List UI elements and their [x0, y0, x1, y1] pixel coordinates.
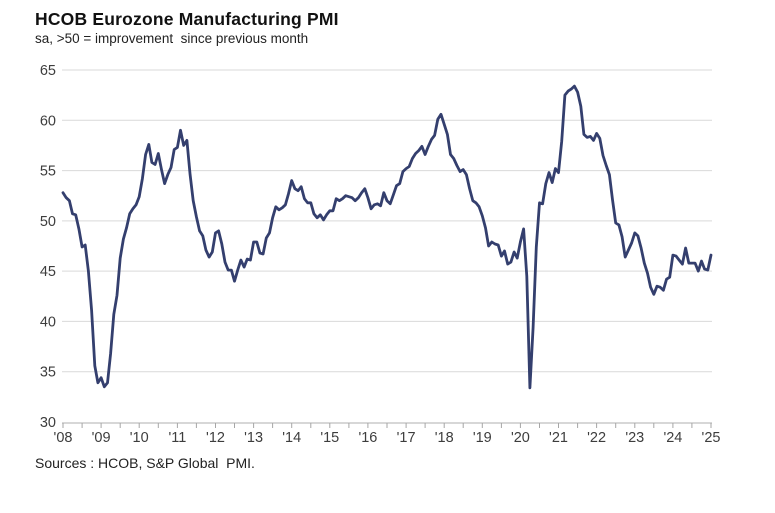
x-axis-label-10: '10 — [130, 430, 149, 446]
y-axis-label-65: 65 — [40, 63, 56, 79]
x-axis-label-13: '13 — [244, 430, 263, 446]
y-axis-label-40: 40 — [40, 314, 56, 330]
chart-source: Sources : HCOB, S&P Global PMI. — [35, 455, 255, 471]
chart-subtitle: sa, >50 = improvement since previous mon… — [35, 31, 309, 46]
y-axis-label-30: 30 — [40, 415, 56, 431]
y-axis-label-60: 60 — [40, 113, 56, 129]
x-axis-label-09: '09 — [92, 430, 111, 446]
x-axis-label-22: '22 — [587, 430, 606, 446]
pmi-line-series — [61, 84, 713, 390]
x-axis-label-14: '14 — [282, 430, 301, 446]
y-axis-label-55: 55 — [40, 164, 56, 180]
y-axis-label-45: 45 — [40, 264, 56, 280]
x-axis-label-23: '23 — [625, 430, 644, 446]
x-axis-label-19: '19 — [473, 430, 492, 446]
x-axis-label-20: '20 — [511, 430, 530, 446]
x-axis-label-24: '24 — [663, 430, 682, 446]
y-axis-label-35: 35 — [40, 365, 56, 381]
x-axis-label-21: '21 — [549, 430, 568, 446]
chart-title: HCOB Eurozone Manufacturing PMI — [35, 9, 339, 29]
x-axis-label-25: '25 — [702, 430, 721, 446]
x-axis-label-17: '17 — [397, 430, 416, 446]
x-axis-label-11: '11 — [168, 430, 186, 446]
y-axis-label-50: 50 — [40, 214, 56, 230]
x-axis-label-08: '08 — [54, 430, 73, 446]
x-axis-label-18: '18 — [435, 430, 454, 446]
x-axis-label-15: '15 — [320, 430, 339, 446]
x-axis-label-12: '12 — [206, 430, 225, 446]
x-axis-label-16: '16 — [358, 430, 377, 446]
